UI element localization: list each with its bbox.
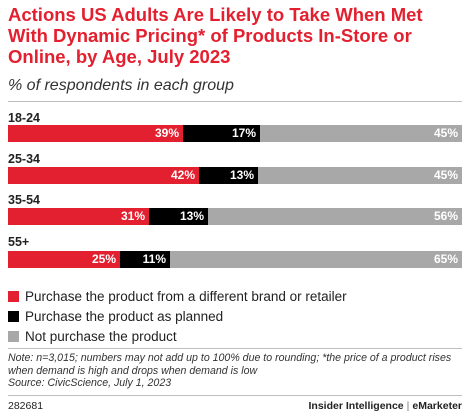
- legend-label-as-planned: Purchase the product as planned: [25, 308, 224, 324]
- chart-subtitle: % of respondents in each group: [8, 77, 234, 94]
- legend-item-not-purchase: Not purchase the product: [8, 326, 347, 346]
- data-label: 17%: [231, 126, 256, 140]
- chart-id: 282681: [8, 400, 44, 412]
- legend-swatch-different-brand: [8, 290, 19, 302]
- data-label: 13%: [179, 209, 204, 223]
- bar-segment-series1-35-54: 13%: [149, 208, 208, 225]
- data-label: 39%: [154, 126, 179, 140]
- data-label: 45%: [433, 168, 458, 182]
- data-label: 56%: [433, 209, 458, 223]
- bar-row-55plus: 25% 11% 65%: [8, 251, 462, 268]
- bar-row-18-24: 39% 17% 45%: [8, 125, 462, 142]
- note-text: Note: n=3,015; numbers may not add up to…: [8, 352, 452, 377]
- legend: Purchase the product from a different br…: [8, 286, 347, 346]
- data-label: 31%: [120, 209, 145, 223]
- data-label: 11%: [142, 252, 166, 266]
- bar-row-25-34: 42% 13% 45%: [8, 167, 462, 184]
- category-label-25-34: 25-34: [8, 152, 40, 166]
- brand-footer: Insider Intelligence | eMarketer: [309, 400, 462, 412]
- data-label: 42%: [170, 168, 195, 182]
- bar-segment-series0-25-34: 42%: [8, 167, 199, 184]
- footer-divider: [8, 395, 462, 396]
- legend-swatch-not-purchase: [8, 330, 19, 342]
- bar-segment-series0-55plus: 25%: [8, 251, 120, 268]
- data-label: 45%: [433, 126, 458, 140]
- brand-emarketer: eMarketer: [412, 400, 462, 412]
- chart-title: Actions US Adults Are Likely to Take Whe…: [8, 4, 423, 67]
- source-text: Source: CivicScience, July 1, 2023: [8, 377, 172, 389]
- chart-note: Note: n=3,015; numbers may not add up to…: [8, 352, 466, 390]
- category-label-55plus: 55+: [8, 235, 30, 249]
- data-label: 13%: [229, 168, 254, 182]
- note-divider: [8, 348, 462, 349]
- bar-row-35-54: 31% 13% 56%: [8, 208, 462, 225]
- bar-segment-series2-25-34: 45%: [258, 167, 462, 184]
- brand-insider-intelligence: Insider Intelligence: [308, 400, 404, 412]
- legend-label-not-purchase: Not purchase the product: [25, 328, 177, 344]
- data-label: 25%: [91, 252, 116, 266]
- top-divider: [8, 101, 462, 102]
- bar-segment-series2-35-54: 56%: [208, 208, 462, 225]
- bar-segment-series2-55plus: 65%: [170, 251, 462, 268]
- bar-segment-series0-35-54: 31%: [8, 208, 149, 225]
- data-label: 65%: [433, 252, 458, 266]
- bar-segment-series1-25-34: 13%: [199, 167, 258, 184]
- category-label-35-54: 35-54: [8, 193, 40, 207]
- legend-item-as-planned: Purchase the product as planned: [8, 306, 347, 326]
- brand-separator: |: [406, 400, 410, 412]
- category-label-18-24: 18-24: [8, 111, 40, 125]
- legend-swatch-as-planned: [8, 310, 19, 322]
- bar-segment-series0-18-24: 39%: [8, 125, 183, 142]
- bar-segment-series1-18-24: 17%: [183, 125, 260, 142]
- bar-segment-series2-18-24: 45%: [260, 125, 462, 142]
- legend-item-different-brand: Purchase the product from a different br…: [8, 286, 347, 306]
- legend-label-different-brand: Purchase the product from a different br…: [25, 288, 347, 304]
- bar-segment-series1-55plus: 11%: [120, 251, 170, 268]
